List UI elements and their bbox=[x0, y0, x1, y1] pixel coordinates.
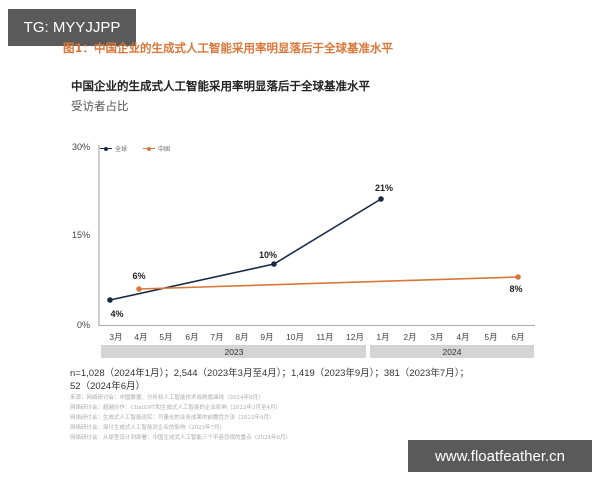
data-point-china bbox=[515, 274, 521, 280]
data-label: 21% bbox=[375, 183, 393, 193]
legend-label: 全球 bbox=[115, 146, 128, 153]
x-tick-label: 12月 bbox=[346, 332, 364, 342]
legend-marker-icon bbox=[143, 146, 156, 152]
sources-list: 来源：网络研讨会：中国数据、分析和人工智能技术成熟度曲线（2024年8月） 网络… bbox=[70, 393, 410, 443]
legend-item-global: 全球 bbox=[100, 144, 127, 153]
year-label: 2024 bbox=[443, 347, 462, 357]
data-label: 6% bbox=[132, 271, 145, 281]
figure-caption: 图1：中国企业的生成式人工智能采用率明显落后于全球基准水平 bbox=[63, 41, 393, 55]
source-item: 网络研讨会：从原型设计到部署：中国生成式人工智能三个不容忽视的重点（2024年6… bbox=[70, 435, 291, 441]
watermark-top: TG: MYYJJPP bbox=[8, 9, 136, 46]
x-tick-label: 6月 bbox=[185, 332, 198, 342]
x-tick-label: 4月 bbox=[456, 332, 469, 342]
year-band-2024 bbox=[370, 345, 534, 358]
x-tick-label: 10月 bbox=[286, 332, 304, 342]
x-tick-label: 6月 bbox=[511, 332, 524, 342]
sample-note-line: n=1,028（2024年1月）；2,544（2023年3月至4月）；1,419… bbox=[70, 368, 469, 379]
y-tick-label: 15% bbox=[72, 230, 90, 240]
chart-title: 中国企业的生成式人工智能采用率明显落后于全球基准水平 bbox=[71, 79, 370, 93]
legend-marker-icon bbox=[100, 146, 112, 152]
chart-legend: 全球 中国 bbox=[100, 144, 170, 153]
data-label: 4% bbox=[110, 309, 123, 319]
x-tick-label: 3月 bbox=[430, 332, 443, 342]
sample-size-note: n=1,028（2024年1月）；2,544（2023年3月至4月）；1,419… bbox=[70, 367, 510, 393]
data-point-global bbox=[378, 196, 384, 202]
legend-label: 中国 bbox=[158, 146, 171, 153]
data-point-china bbox=[136, 286, 142, 292]
source-item: 网络研讨会：超越炒作：ChatGPT和生成式人工智能的企业影响（2023年3月至… bbox=[70, 405, 282, 411]
y-tick-label: 30% bbox=[72, 142, 90, 152]
watermark-bottom: www.floatfeather.cn bbox=[408, 440, 592, 472]
series-line-china bbox=[138, 276, 519, 290]
source-item: 网络研讨会：生成式人工智能现实：可量化的业务成果的前瞻性方法（2023年9月） bbox=[70, 415, 275, 421]
source-item: 网络研讨会：探讨生成式人工智能对企业的影响（2023年7月） bbox=[70, 425, 225, 431]
data-point-global bbox=[107, 297, 113, 303]
x-tick-label: 4月 bbox=[134, 332, 147, 342]
x-tick-label: 2月 bbox=[403, 332, 416, 342]
sample-note-line: 52（2024年6月） bbox=[70, 381, 145, 392]
data-point-global bbox=[271, 261, 277, 267]
source-item: 来源：网络研讨会：中国数据、分析和人工智能技术成熟度曲线（2024年8月） bbox=[70, 395, 264, 401]
x-tick-label: 9月 bbox=[260, 332, 273, 342]
chart-subtitle: 受访者占比 bbox=[71, 99, 129, 113]
x-tick-label: 7月 bbox=[210, 332, 223, 342]
data-label: 10% bbox=[259, 250, 277, 260]
legend-item-china: 中国 bbox=[143, 144, 170, 153]
x-tick-label: 5月 bbox=[159, 332, 172, 342]
year-band-2023 bbox=[101, 345, 366, 358]
data-label: 8% bbox=[509, 284, 522, 294]
x-tick-label: 11月 bbox=[316, 332, 333, 342]
x-tick-label: 8月 bbox=[235, 332, 248, 342]
x-tick-label: 3月 bbox=[109, 332, 122, 342]
year-label: 2023 bbox=[225, 347, 244, 357]
x-tick-label: 1月 bbox=[376, 332, 389, 342]
y-tick-label: 0% bbox=[77, 320, 90, 330]
x-tick-label: 5月 bbox=[484, 332, 497, 342]
